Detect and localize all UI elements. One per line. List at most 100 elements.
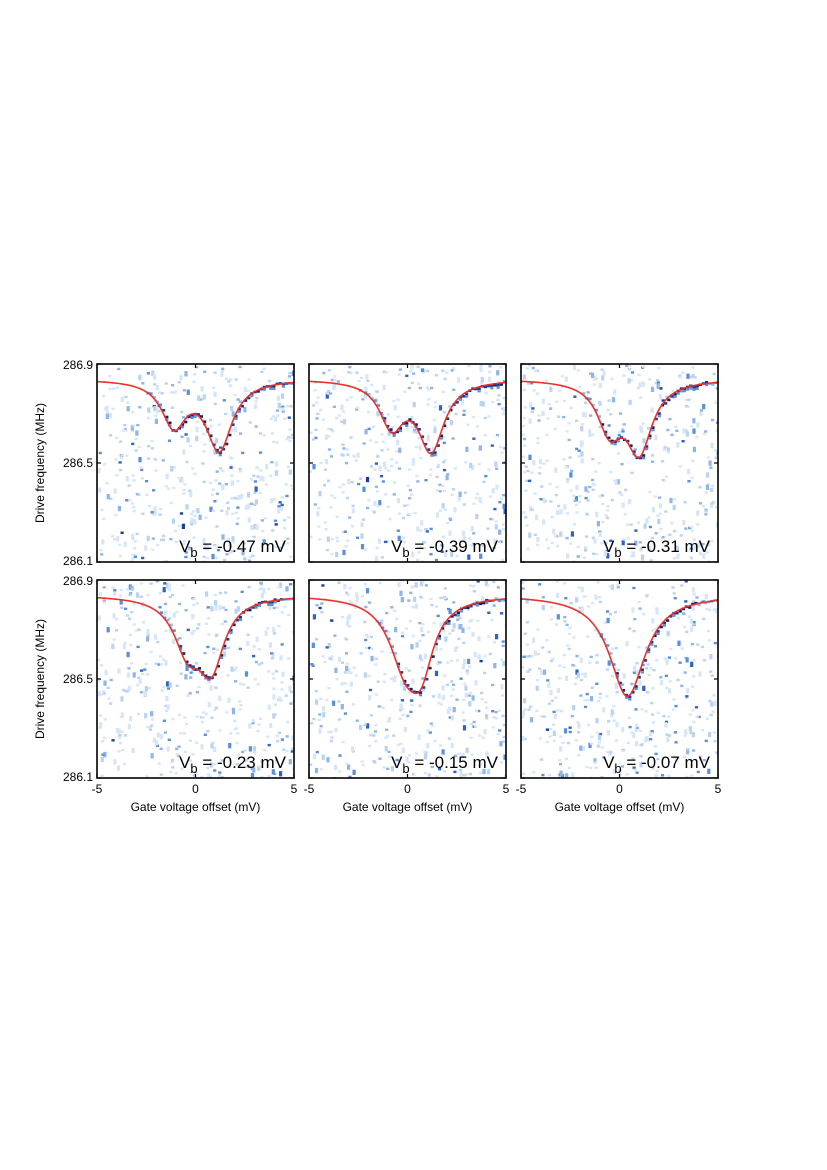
heatmap-cell [503, 508, 506, 515]
heatmap-cell [180, 477, 184, 483]
heatmap-cell [340, 420, 344, 423]
heatmap-cell [327, 435, 331, 438]
heatmap-cell [337, 718, 342, 721]
heatmap-cell [250, 767, 254, 770]
heatmap-cell [695, 435, 699, 439]
heatmap-cell [544, 379, 548, 382]
heatmap-cell [393, 675, 398, 679]
heatmap-cell [644, 646, 648, 649]
heatmap-cell [174, 540, 178, 544]
heatmap-cell [343, 712, 347, 715]
heatmap-cell [485, 706, 489, 709]
heatmap-cell [654, 434, 658, 440]
heatmap-cell [526, 547, 530, 550]
heatmap-cell [639, 762, 643, 768]
heatmap-cell [498, 529, 502, 535]
heatmap-cell [691, 366, 695, 369]
heatmap-cell [583, 672, 587, 678]
fit-curve [97, 596, 294, 680]
heatmap-cell [270, 498, 274, 504]
heatmap-cell [357, 482, 361, 486]
heatmap-cell [348, 516, 352, 519]
heatmap-cell [326, 536, 330, 542]
heatmap-cell [359, 724, 363, 731]
heatmap-cell [453, 467, 457, 470]
heatmap-cell [288, 372, 292, 375]
heatmap-cell [204, 516, 208, 519]
heatmap-cell [570, 531, 574, 537]
heatmap-cell [120, 396, 124, 402]
heatmap-cell [416, 365, 420, 369]
heatmap-cell [502, 735, 506, 739]
heatmap-cell [164, 704, 168, 708]
heatmap-cell [273, 703, 278, 706]
heatmap-cell [440, 544, 444, 547]
heatmap-cell [484, 701, 488, 704]
heatmap-cell [636, 687, 640, 690]
heatmap-cell [688, 726, 692, 732]
heatmap-cell [452, 623, 456, 629]
heatmap-cell [169, 501, 173, 505]
heatmap-cell [474, 387, 478, 391]
heatmap-cell [656, 381, 661, 384]
heatmap-cell [134, 629, 139, 632]
heatmap-cell [662, 448, 666, 451]
heatmap-cell [455, 646, 459, 649]
heatmap-cell [230, 550, 234, 553]
heatmap-cell [465, 747, 469, 753]
heatmap-cell [129, 586, 133, 589]
heatmap-cell [386, 413, 390, 416]
heatmap-cell [575, 597, 579, 603]
heatmap-cell [185, 665, 189, 671]
heatmap-cell [152, 396, 156, 399]
heatmap-cell [360, 544, 365, 550]
heatmap-cell [438, 744, 442, 747]
heatmap-cell [393, 609, 397, 612]
heatmap-cell [622, 673, 626, 679]
heatmap-cell [702, 617, 706, 621]
heatmap-cell [535, 514, 539, 521]
heatmap-cell [423, 771, 427, 775]
heatmap-cell [111, 739, 115, 742]
heatmap-cell [363, 672, 367, 678]
heatmap-cell [253, 403, 258, 409]
heatmap-cell [401, 536, 405, 540]
heatmap-cell [190, 520, 194, 526]
heatmap-cell [202, 432, 206, 436]
heatmap-cell [138, 678, 142, 684]
heatmap-cell [438, 767, 442, 771]
heatmap-cell [247, 396, 251, 400]
heatmap-cell [492, 546, 496, 550]
heatmap-cell [439, 648, 443, 651]
heatmap-cell [546, 417, 550, 420]
heatmap-cell [642, 454, 646, 457]
heatmap-cell [117, 750, 121, 753]
heatmap-cell [395, 450, 399, 453]
heatmap-cell [207, 773, 211, 778]
heatmap-cell [327, 389, 331, 395]
heatmap-cell [612, 663, 616, 666]
heatmap-cell [228, 545, 232, 548]
heatmap-cell [582, 556, 587, 559]
heatmap-cell [138, 457, 142, 463]
heatmap-cell [692, 385, 696, 389]
heatmap-cell [112, 538, 116, 541]
heatmap-cell [634, 688, 638, 691]
heatmap-cell [241, 683, 246, 686]
heatmap-cell [390, 458, 394, 461]
heatmap-cell [205, 712, 209, 716]
heatmap-cell [541, 773, 545, 777]
heatmap-cell [648, 378, 652, 381]
heatmap-cell [355, 536, 360, 539]
heatmap-cell [485, 751, 489, 757]
heatmap-cell [193, 373, 197, 376]
heatmap-cell [533, 492, 537, 495]
heatmap-cell [689, 556, 693, 559]
heatmap-cell [201, 716, 205, 719]
heatmap-cell [219, 654, 224, 657]
heatmap-cell [440, 550, 444, 553]
heatmap-cell [186, 437, 190, 443]
heatmap-cell [567, 422, 571, 425]
